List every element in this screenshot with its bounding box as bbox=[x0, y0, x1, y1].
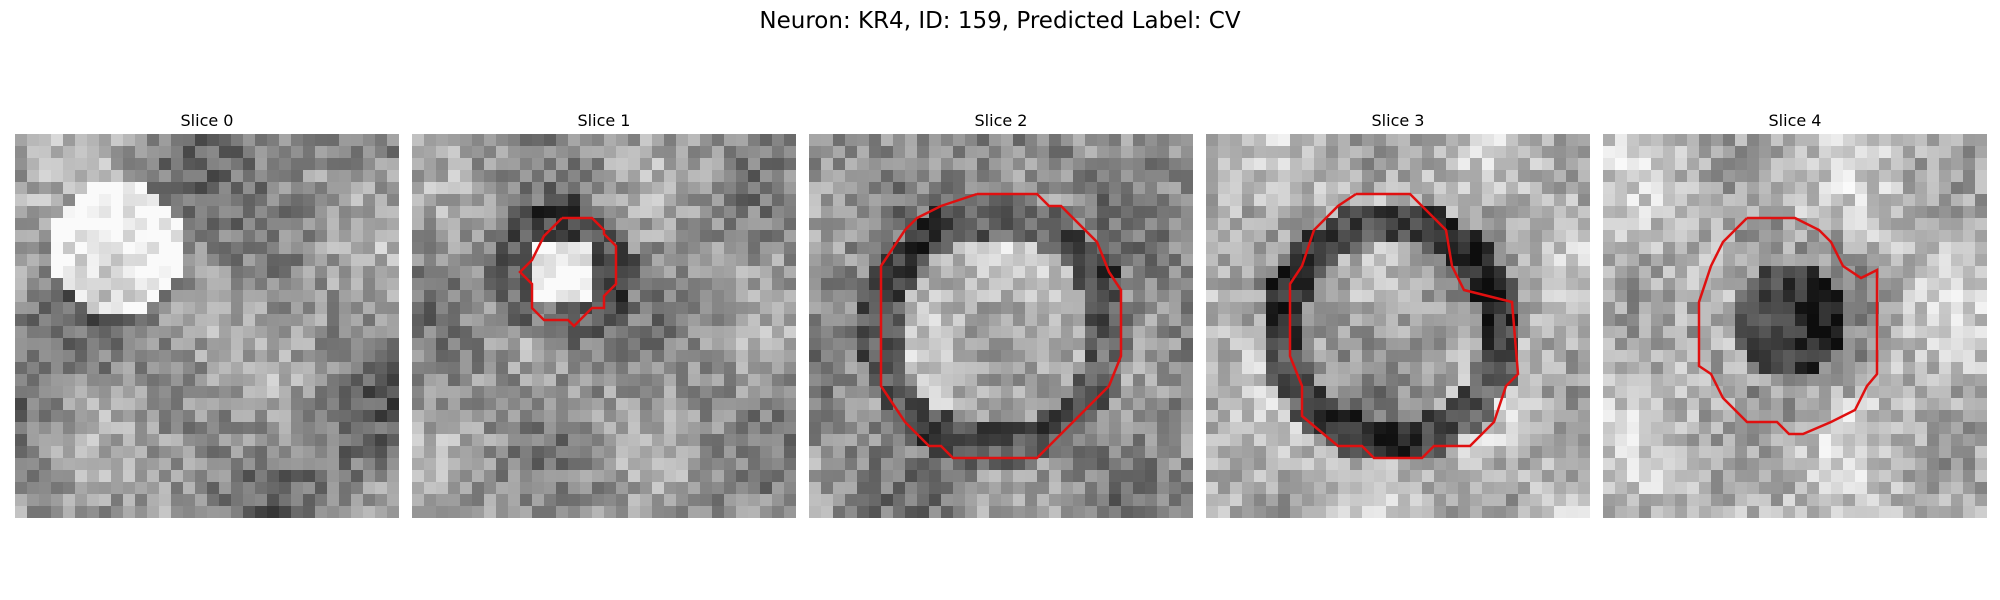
slice-title: Slice 1 bbox=[577, 111, 631, 130]
grayscale-patch bbox=[809, 134, 1193, 518]
grayscale-patch bbox=[15, 134, 399, 518]
figure-title: Neuron: KR4, ID: 159, Predicted Label: C… bbox=[759, 8, 1241, 34]
slice-image bbox=[1206, 134, 1590, 518]
neuron-contour bbox=[1697, 216, 1879, 436]
contour-overlay bbox=[1288, 192, 1520, 460]
slice-panel-1: Slice 1 bbox=[412, 108, 796, 518]
slice-image bbox=[1603, 134, 1987, 518]
contour-overlay bbox=[518, 216, 618, 328]
slice-title: Slice 2 bbox=[974, 111, 1028, 130]
slice-panel-0: Slice 0 bbox=[15, 108, 399, 518]
slice-panel-2: Slice 2 bbox=[809, 108, 1193, 518]
neuron-contour bbox=[518, 216, 618, 328]
grayscale-patch bbox=[412, 134, 796, 518]
slice-panel-3: Slice 3 bbox=[1206, 108, 1590, 518]
slice-image bbox=[809, 134, 1193, 518]
slice-title: Slice 3 bbox=[1371, 111, 1425, 130]
neuron-contour bbox=[1288, 192, 1520, 460]
slice-image bbox=[15, 134, 399, 518]
slice-title: Slice 4 bbox=[1768, 111, 1822, 130]
grayscale-patch bbox=[1206, 134, 1590, 518]
grayscale-patch bbox=[1603, 134, 1987, 518]
neuron-contour bbox=[879, 192, 1123, 460]
slice-title: Slice 0 bbox=[180, 111, 234, 130]
contour-overlay bbox=[1697, 216, 1879, 436]
slice-image bbox=[412, 134, 796, 518]
slice-panel-4: Slice 4 bbox=[1603, 108, 1987, 518]
contour-overlay bbox=[879, 192, 1123, 460]
